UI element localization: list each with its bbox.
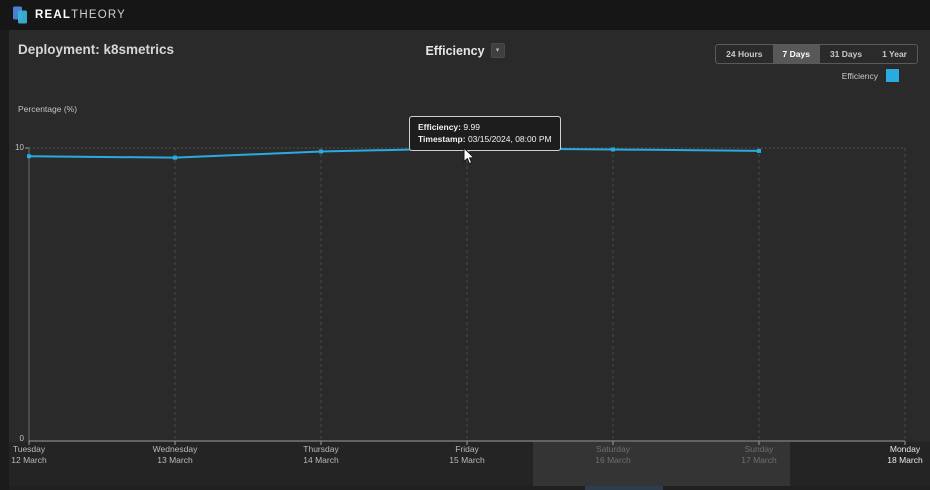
tooltip-timestamp-row: Timestamp: 03/15/2024, 08:00 PM	[418, 133, 552, 145]
y-tick-0: 0	[19, 434, 24, 443]
metric-header: Efficiency ▾	[0, 43, 930, 58]
brand-light-text: THEORY	[71, 9, 127, 21]
tooltip-efficiency-value: 9.99	[463, 122, 480, 132]
data-point[interactable]	[757, 148, 761, 153]
legend[interactable]: Efficiency	[842, 69, 899, 82]
data-point[interactable]	[319, 149, 323, 154]
range-button-7-days[interactable]: 7 Days	[772, 45, 820, 63]
tooltip-efficiency-row: Efficiency: 9.99	[418, 121, 552, 133]
horizontal-scrollbar-track[interactable]	[9, 486, 930, 490]
top-navbar: REALTHEORY	[0, 0, 930, 30]
range-button-1-year[interactable]: 1 Year	[872, 45, 917, 63]
horizontal-scrollbar-thumb[interactable]	[585, 486, 663, 490]
range-button-24-hours[interactable]: 24 Hours	[716, 45, 772, 63]
collapsed-sidebar[interactable]	[0, 30, 9, 490]
chart-tooltip: Efficiency: 9.99 Timestamp: 03/15/2024, …	[409, 116, 561, 151]
y-axis-title: Percentage (%)	[18, 104, 78, 114]
legend-swatch	[886, 69, 899, 82]
weekend-highlight-band	[533, 442, 790, 487]
brand-name: REALTHEORY	[35, 9, 126, 21]
metric-title: Efficiency	[425, 43, 485, 58]
tooltip-timestamp-value: 03/15/2024, 08:00 PM	[467, 134, 552, 144]
brand-logo[interactable]: REALTHEORY	[12, 6, 126, 24]
efficiency-line[interactable]	[28, 147, 760, 159]
y-tick-10: 10	[15, 143, 24, 152]
legend-label: Efficiency	[841, 70, 878, 81]
brand-bold-text: REAL	[35, 9, 72, 21]
realtheory-logo-icon	[12, 6, 28, 24]
range-button-31-days[interactable]: 31 Days	[820, 45, 872, 63]
data-point[interactable]	[611, 147, 615, 152]
time-range-group: 24 Hours 7 Days 31 Days 1 Year	[715, 44, 918, 64]
data-point[interactable]	[173, 155, 177, 160]
tooltip-efficiency-label: Efficiency:	[418, 122, 461, 132]
metric-dropdown-button[interactable]: ▾	[490, 43, 505, 58]
chevron-down-icon: ▾	[495, 47, 500, 54]
data-point[interactable]	[27, 154, 31, 159]
tooltip-timestamp-label: Timestamp:	[418, 134, 466, 144]
page-title: Deployment: k8smetrics	[18, 42, 175, 57]
